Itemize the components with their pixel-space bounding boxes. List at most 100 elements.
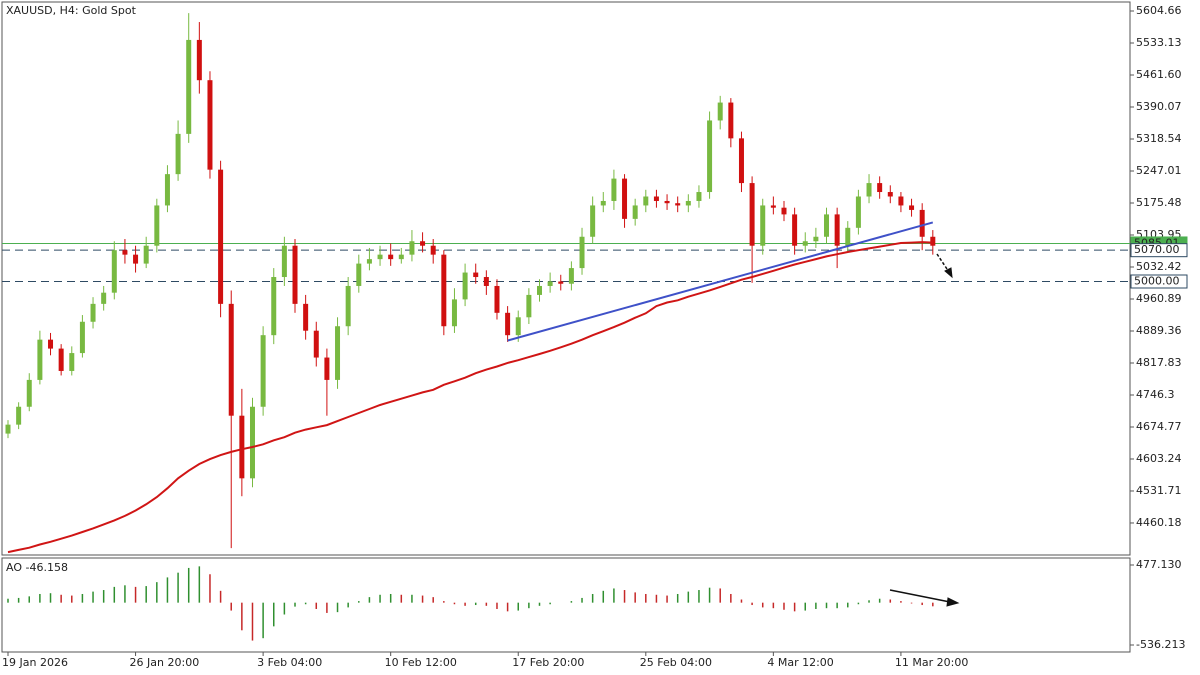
candle-body — [813, 236, 819, 242]
candle-body — [590, 205, 596, 237]
candle-body — [420, 241, 426, 246]
candle-body — [515, 317, 521, 336]
candle-body — [175, 133, 181, 175]
candle-body — [643, 196, 649, 206]
candle-body — [239, 415, 245, 479]
y-tick-label: 4460.18 — [1136, 516, 1182, 529]
candle-body — [887, 192, 893, 197]
main-frame — [1, 1, 1131, 556]
candle-body — [292, 245, 298, 304]
candle-body — [802, 241, 808, 246]
candle-body — [26, 379, 32, 407]
price-level-box — [1130, 243, 1188, 258]
candle-body — [717, 102, 723, 121]
y-tick-label: 477.130 — [1136, 558, 1182, 571]
candle-body — [568, 268, 574, 284]
candle-body — [664, 200, 670, 204]
candle-body — [824, 214, 830, 237]
y-tick-label: 4889.36 — [1136, 324, 1182, 337]
price-level-label: 5000.00 — [1134, 274, 1180, 287]
candle-body — [611, 178, 617, 201]
candle-body — [898, 196, 904, 206]
x-tick-label: 19 Jan 2026 — [2, 656, 68, 669]
candle-body — [919, 209, 925, 237]
y-tick-label: 5247.01 — [1136, 164, 1182, 177]
price-level-tag: 5000.00 — [1130, 274, 1188, 289]
trendline — [507, 221, 934, 342]
candle-body — [738, 138, 744, 184]
candle-body — [164, 174, 170, 206]
candle-body — [111, 250, 117, 293]
candle-body — [483, 277, 489, 286]
y-tick-label: 5533.13 — [1136, 36, 1182, 49]
candle-body — [260, 335, 266, 407]
candle-body — [196, 39, 202, 81]
candle-body — [770, 205, 776, 208]
candle-body — [5, 424, 11, 434]
candle-body — [696, 192, 702, 201]
candle-body — [781, 207, 787, 215]
candle-body — [228, 303, 234, 416]
arrows — [889, 253, 960, 607]
candle-body — [133, 254, 139, 264]
y-tick-label: 5604.66 — [1136, 4, 1182, 17]
candle-body — [494, 285, 500, 313]
candle-body — [398, 254, 404, 260]
y-tick-label: 5461.60 — [1136, 68, 1182, 81]
y-tick-label: 4960.89 — [1136, 292, 1182, 305]
candle-body — [303, 303, 309, 331]
candle-body — [685, 200, 691, 206]
candle-body — [335, 326, 341, 380]
candle-body — [537, 285, 542, 295]
candle-body — [834, 214, 840, 246]
candle-body — [866, 183, 872, 197]
candle-body — [388, 254, 394, 260]
x-tick-label: 3 Feb 04:00 — [257, 656, 322, 669]
y-tick-label: 4746.3 — [1136, 388, 1175, 401]
candle-body — [526, 294, 532, 318]
candle-body — [313, 330, 319, 358]
y-tick-label: 5390.07 — [1136, 100, 1182, 113]
ao-title: AO -46.158 — [6, 561, 68, 574]
candle-body — [877, 183, 883, 193]
ao-frame — [1, 557, 1131, 653]
candle-body — [505, 312, 511, 336]
ao-last: -46.158 — [26, 561, 68, 574]
y-tick-label: 4674.77 — [1136, 420, 1182, 433]
chart-title: XAUUSD, H4: Gold Spot — [6, 4, 137, 17]
x-tick-label: 17 Feb 20:00 — [512, 656, 584, 669]
candle-body — [324, 357, 330, 380]
candle-body — [792, 214, 798, 246]
candle-body — [558, 281, 564, 284]
y-tick-label: -536.213 — [1136, 638, 1185, 651]
x-tick-label: 25 Feb 04:00 — [640, 656, 712, 669]
y-tick-label: 4531.71 — [1136, 484, 1182, 497]
candle-body — [930, 236, 936, 246]
y-tick-label: 5175.48 — [1136, 196, 1182, 209]
candle-body — [69, 353, 75, 371]
candle-body — [653, 196, 659, 201]
candle-body — [122, 250, 128, 255]
candle-body — [90, 303, 96, 322]
y-tick-label: 5032.42 — [1136, 260, 1182, 273]
candle-body — [143, 245, 149, 264]
candle-body — [845, 227, 851, 246]
y-tick-label: 5318.54 — [1136, 132, 1182, 145]
candle-body — [473, 272, 479, 278]
candle-body — [430, 245, 436, 255]
candle-body — [207, 80, 213, 170]
price-level-label: 5070.00 — [1134, 243, 1180, 256]
candle-body — [101, 292, 107, 304]
candle-body — [48, 339, 54, 349]
candle-body — [16, 406, 22, 425]
candle-body — [547, 281, 553, 286]
candle-body — [249, 406, 255, 479]
candle-body — [760, 205, 766, 246]
moving-average — [7, 241, 933, 554]
candle-body — [728, 102, 734, 139]
candle-body — [345, 285, 351, 327]
candle-body — [675, 203, 681, 206]
candle-body — [58, 348, 64, 371]
candle-body — [271, 277, 277, 336]
x-tick-label: 26 Jan 20:00 — [130, 656, 200, 669]
